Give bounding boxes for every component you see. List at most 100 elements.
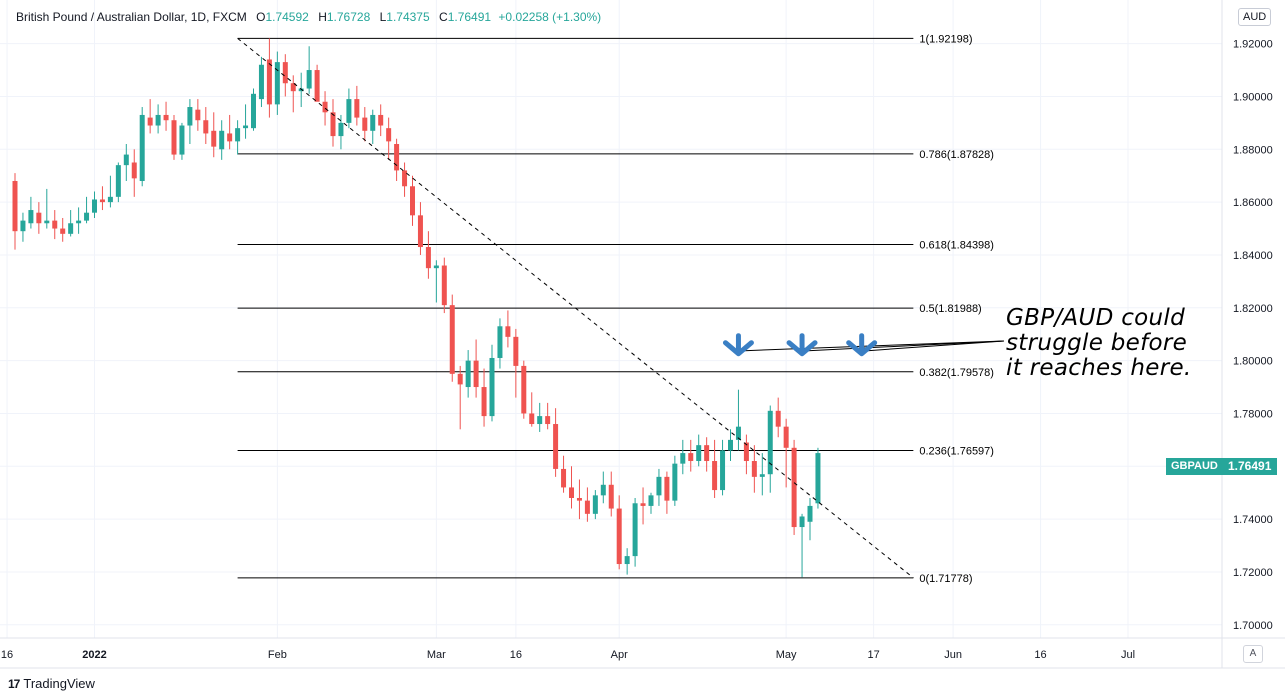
candle-body	[227, 133, 233, 142]
candle	[195, 99, 201, 131]
candle-body	[545, 416, 551, 425]
candle-body	[44, 220, 50, 224]
x-tick-label: Feb	[268, 649, 287, 661]
candle-body	[314, 70, 320, 102]
candle	[219, 120, 225, 160]
auto-scale-button[interactable]: A	[1243, 645, 1263, 663]
candle	[775, 397, 781, 438]
candle	[155, 104, 161, 134]
candle-body	[36, 212, 42, 224]
candle	[791, 439, 797, 535]
dashed-trendline	[237, 38, 914, 579]
candle	[227, 114, 233, 150]
candle-body	[243, 125, 249, 129]
candle-body	[131, 162, 137, 179]
open-label: O	[256, 10, 266, 24]
fib-level-label: 0.5(1.81988)	[919, 303, 981, 315]
candle	[60, 217, 66, 242]
currency-badge[interactable]: AUD	[1238, 8, 1272, 26]
candle-body	[497, 326, 503, 358]
fib-level-label: 1(1.92198)	[919, 33, 972, 45]
candle	[266, 38, 272, 118]
candle	[258, 56, 264, 108]
candle	[410, 175, 415, 226]
y-tick-label: 1.74000	[1233, 514, 1273, 526]
candle	[743, 434, 749, 475]
chart-axes[interactable]: 1.700001.720001.740001.760001.780001.800…	[0, 0, 1285, 669]
candle	[720, 439, 726, 496]
candle	[44, 188, 50, 229]
candle	[425, 231, 431, 279]
candle	[529, 392, 535, 427]
fibonacci-retracement[interactable]: 1(1.92198) 0.786(1.87828) 0.618(1.84398) 0.…	[237, 33, 994, 585]
candle-body	[28, 210, 34, 224]
x-tick-label: Apr	[611, 649, 628, 661]
candle-body	[775, 410, 781, 427]
tradingview-logo-icon: 17	[8, 677, 20, 691]
candle-body	[529, 413, 535, 425]
candle-body	[163, 114, 169, 121]
candle	[704, 437, 710, 472]
candle	[664, 471, 670, 514]
candle-body	[378, 114, 384, 126]
candle	[561, 455, 567, 493]
candle	[712, 439, 718, 498]
y-tick-label: 1.84000	[1233, 250, 1273, 262]
candle-body	[616, 508, 622, 565]
brand-label: TradingView	[23, 676, 95, 691]
candle-body	[608, 484, 614, 509]
pointer-line	[867, 340, 1005, 352]
x-tick-label: 2022	[82, 649, 106, 661]
candle-body	[759, 474, 765, 477]
candle-body	[155, 114, 161, 126]
candle-body	[99, 199, 105, 203]
candle-body	[330, 112, 336, 137]
candle-body	[561, 468, 567, 488]
candle-body	[306, 70, 312, 89]
candle-body	[211, 130, 217, 147]
candle	[624, 548, 630, 575]
candle	[306, 46, 312, 94]
candle-body	[52, 220, 58, 229]
candle	[131, 149, 137, 197]
candle-body	[417, 215, 423, 248]
candle	[282, 54, 288, 97]
candle	[751, 445, 757, 493]
x-tick-label: Mar	[427, 649, 446, 661]
y-tick-label: 1.86000	[1233, 197, 1273, 209]
candle	[513, 328, 519, 398]
candle-body	[791, 447, 797, 528]
candle-body	[187, 107, 193, 126]
chart-legend-header: British Pound / Australian Dollar, 1D, F…	[16, 10, 601, 24]
tradingview-brand[interactable]: 17 TradingView	[8, 676, 95, 691]
candle	[640, 487, 646, 525]
candle-body	[513, 336, 519, 366]
candle-body	[20, 220, 26, 232]
candle-body	[465, 360, 471, 388]
candle	[569, 466, 574, 509]
candle-body	[107, 196, 113, 203]
last-price-tag: 1.76491	[1222, 458, 1278, 475]
candle	[330, 99, 336, 147]
candle-body	[664, 476, 670, 501]
arrow-down-icon	[722, 340, 754, 357]
candle	[386, 117, 392, 160]
x-tick-label: 17	[867, 649, 879, 661]
candle	[99, 186, 105, 211]
candle	[465, 350, 471, 398]
candle	[417, 202, 423, 255]
candle-body	[728, 439, 733, 451]
candle	[402, 162, 408, 197]
candle-body	[521, 365, 527, 414]
candle-body	[410, 186, 415, 216]
candle	[274, 51, 280, 115]
candle	[680, 439, 686, 475]
candle	[362, 107, 368, 142]
y-tick-label: 1.72000	[1233, 567, 1273, 579]
trendline[interactable]	[237, 38, 914, 579]
fib-level-label: 0.786(1.87828)	[919, 149, 994, 161]
candle	[235, 120, 241, 155]
candle	[211, 112, 217, 158]
candle	[290, 75, 296, 113]
